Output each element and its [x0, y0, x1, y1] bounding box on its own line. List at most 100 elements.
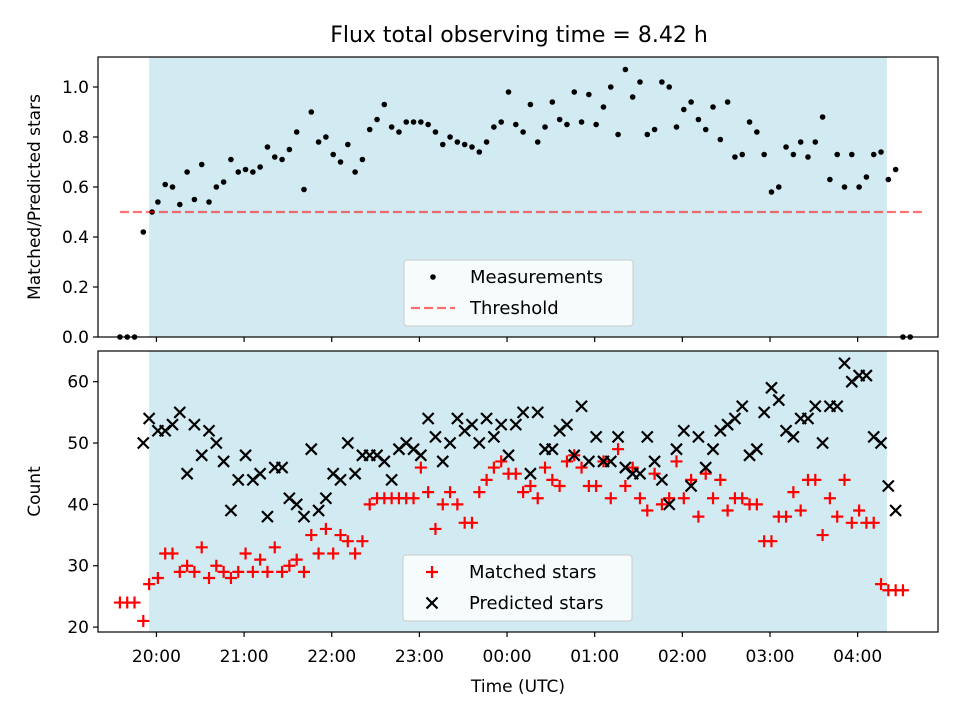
measurement-point	[447, 134, 453, 140]
matched-stars-point	[239, 547, 252, 560]
legend-label: Predicted stars	[469, 593, 603, 614]
matched-stars-point	[670, 455, 683, 468]
predicted-stars-point	[692, 430, 705, 444]
matched-stars-point	[473, 486, 486, 499]
measurement-point	[819, 114, 826, 120]
y-tick-label: 0.6	[62, 178, 89, 198]
measurement-point	[293, 129, 300, 135]
measurement-point	[242, 166, 249, 173]
measurement-point	[856, 184, 862, 190]
matched-stars-point	[823, 492, 836, 505]
predicted-stars-point	[816, 436, 829, 450]
matched-stars-point	[575, 461, 588, 474]
plot-frame	[97, 350, 939, 633]
matched-stars-point	[465, 516, 478, 529]
predicted-stars-point	[889, 504, 902, 517]
matched-stars-point	[444, 486, 457, 499]
predicted-stars-point	[239, 449, 252, 462]
y-tick-label: 0.8	[62, 128, 89, 148]
measurement-point	[359, 156, 366, 163]
plot-frame	[97, 56, 939, 338]
matched-stars-point	[203, 572, 216, 585]
predicted-stars-point	[421, 412, 435, 425]
measurement-point	[739, 151, 746, 158]
matched-stars-point	[151, 572, 164, 585]
matched-stars-point	[626, 461, 639, 474]
measurement-point	[600, 104, 607, 110]
predicted-stars-point	[560, 418, 574, 431]
measurement-point	[206, 199, 212, 205]
matched-stars-point	[429, 522, 442, 535]
matched-stars-point	[143, 578, 156, 591]
measurement-point	[469, 144, 475, 150]
measurement-point	[184, 169, 190, 175]
predicted-stars-point	[261, 510, 274, 523]
y-tick-label: 1.0	[62, 78, 89, 98]
matched-stars-point	[612, 443, 625, 456]
predicted-stars-point	[341, 436, 355, 450]
measurement-point	[491, 124, 497, 130]
matched-stars-point	[436, 498, 449, 511]
measurement-point	[827, 176, 833, 183]
matched-stars-point	[838, 473, 851, 486]
matched-stars-point	[867, 516, 880, 529]
measurement-point	[323, 134, 329, 140]
predicted-stars-point	[699, 461, 712, 474]
matched-stars-point	[794, 504, 807, 517]
measurement-point	[761, 151, 767, 158]
predicted-stars-point	[202, 424, 216, 438]
predicted-stars-point	[502, 449, 515, 462]
measurement-point	[235, 169, 242, 175]
measurement-point	[724, 99, 731, 105]
predicted-stars-point	[662, 498, 676, 511]
measurement-point	[644, 131, 651, 138]
predicted-stars-point	[473, 436, 486, 450]
matched-stars-point	[407, 492, 420, 505]
matched-stars-point	[721, 504, 734, 517]
predicted-stars-point	[465, 418, 479, 431]
measurement-point	[286, 146, 293, 153]
predicted-stars-point	[494, 418, 508, 431]
matched-stars-point	[327, 547, 340, 560]
predicted-stars-point	[670, 442, 683, 456]
predicted-stars-point	[509, 418, 523, 431]
measurement-point	[177, 201, 183, 208]
x-tick-label: 20:00	[132, 647, 181, 667]
measurement-point	[702, 126, 709, 133]
predicted-stars-point	[641, 430, 654, 444]
matched-stars-point	[232, 565, 245, 578]
measurement-point	[308, 109, 315, 115]
matched-stars-point	[765, 535, 778, 548]
matched-stars-point	[451, 498, 464, 511]
matched-stars-point	[422, 486, 435, 499]
matched-stars-point	[349, 547, 362, 560]
measurement-point	[410, 119, 417, 125]
predicted-stars-point	[319, 491, 333, 505]
matched-stars-point	[246, 565, 259, 578]
predicted-stars-point	[524, 467, 537, 480]
y-tick-label: 40	[67, 495, 89, 515]
y-tick-label: 60	[67, 373, 89, 393]
predicted-stars-point	[166, 418, 179, 431]
matched-stars-point	[261, 565, 274, 578]
matched-stars-point	[356, 535, 369, 548]
measurement-point	[586, 91, 592, 98]
matched-stars-point	[707, 492, 720, 505]
measurement-point	[607, 84, 614, 90]
matched-stars-point	[210, 559, 223, 572]
matched-stars-point	[283, 559, 296, 572]
predicted-stars-point	[253, 467, 267, 480]
predicted-stars-point	[290, 498, 303, 511]
matched-stars-point	[137, 614, 150, 627]
series-x	[137, 356, 902, 523]
measurement-point	[396, 129, 402, 135]
measurement-point	[345, 141, 351, 148]
x-tick-label: 21:00	[220, 647, 269, 667]
measurement-point	[841, 184, 848, 190]
measurement-point	[439, 141, 446, 148]
predicted-stars-point	[787, 430, 800, 444]
legend-label: Matched stars	[469, 562, 596, 583]
matched-stars-point	[297, 565, 310, 578]
predicted-stars-point	[312, 504, 325, 517]
